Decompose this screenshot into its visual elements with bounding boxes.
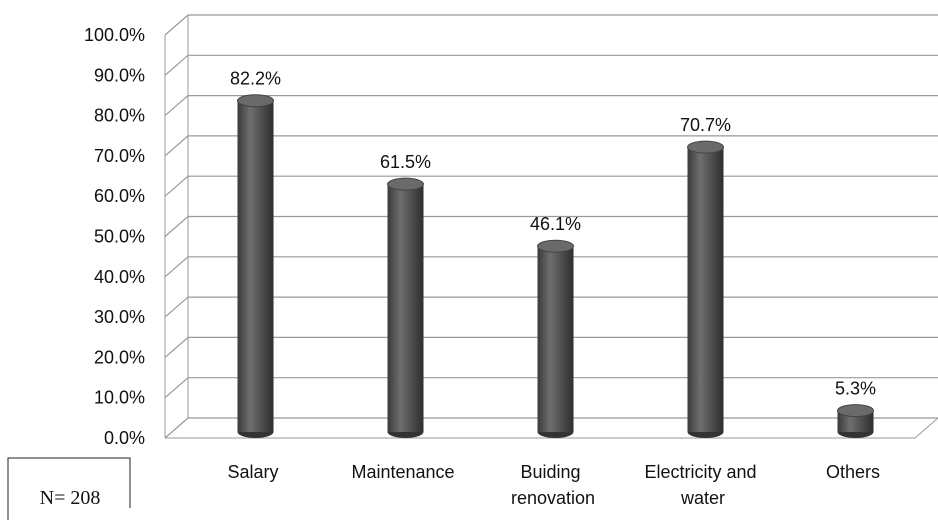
y-tick-label: 70.0% [94, 146, 145, 166]
value-label: 82.2% [230, 69, 281, 89]
bar-cap [687, 140, 724, 154]
value-label: 61.5% [380, 152, 431, 172]
y-tick-label: 80.0% [94, 106, 145, 126]
x-tick-label: Salary [227, 462, 278, 482]
bar [387, 184, 424, 432]
grid-line [164, 14, 938, 36]
x-tick-label: Others [826, 462, 880, 482]
floor-edge [914, 417, 938, 439]
grid-line [164, 54, 938, 76]
bar-cap [537, 239, 574, 253]
x-tick-label: Buiding renovation [511, 462, 595, 508]
y-tick-label: 10.0% [94, 388, 145, 408]
annotation: N= 208 [40, 487, 101, 509]
y-tick-label: 40.0% [94, 267, 145, 287]
y-tick-label: 20.0% [94, 347, 145, 367]
grid-line [164, 175, 938, 197]
y-tick-label: 90.0% [94, 65, 145, 85]
y-tick-label: 60.0% [94, 186, 145, 206]
x-tick-label: Maintenance [351, 462, 454, 482]
y-tick-label: 0.0% [104, 428, 145, 448]
bar-cap [837, 404, 874, 418]
grid-line [164, 135, 938, 157]
y-tick-label: 30.0% [94, 307, 145, 327]
grid-line [164, 94, 938, 117]
value-label: 70.7% [680, 115, 731, 135]
bar [237, 100, 274, 432]
y-tick-label: 100.0% [84, 25, 145, 45]
x-tick-label: Electricity and water [644, 462, 761, 508]
annotation-box [7, 457, 131, 520]
bar-cap [387, 177, 424, 191]
bar [687, 147, 724, 433]
value-label: 46.1% [530, 214, 581, 234]
value-label: 5.3% [835, 379, 876, 399]
bar [537, 246, 574, 432]
y-tick-label: 50.0% [94, 227, 145, 247]
bar-cap [237, 94, 274, 108]
